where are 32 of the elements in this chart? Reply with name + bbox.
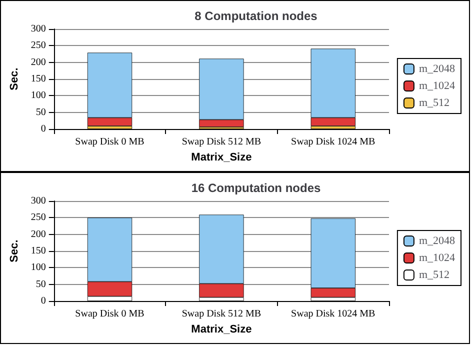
y-tick-label: 100 xyxy=(30,262,46,274)
x-axis-title: Matrix_Size xyxy=(191,151,252,164)
legend-label: m_512 xyxy=(418,97,450,109)
x-tick-label: Swap Disk 1024 MB xyxy=(291,136,376,148)
legend-label: m_2048 xyxy=(418,235,456,247)
legend-label: m_512 xyxy=(418,269,450,281)
legend-label: m_1024 xyxy=(418,80,456,92)
y-tick-label: 0 xyxy=(40,296,46,306)
y-tick-label: 150 xyxy=(30,246,46,256)
y-axis-title: Sec. xyxy=(8,68,20,90)
legend-label: m_2048 xyxy=(418,63,456,75)
y-tick-label: 300 xyxy=(30,24,46,34)
y-tick-label: 150 xyxy=(30,74,46,84)
x-tick-label: Swap Disk 1024 MB xyxy=(291,308,376,320)
chart-title: 8 Computation nodes xyxy=(194,9,318,23)
x-axis-title: Matrix_Size xyxy=(191,323,252,336)
y-tick-label: 50 xyxy=(36,278,46,290)
y-tick-label: 0 xyxy=(40,124,46,134)
x-tick-label: Swap Disk 512 MB xyxy=(182,136,262,148)
y-tick-label: 200 xyxy=(30,228,46,240)
y-axis-title: Sec. xyxy=(8,240,20,262)
y-tick-label: 200 xyxy=(30,56,46,68)
x-tick-label: Swap Disk 512 MB xyxy=(182,308,262,320)
x-tick-label: Swap Disk 0 MB xyxy=(75,136,145,148)
y-tick-label: 250 xyxy=(30,40,46,52)
y-tick-label: 50 xyxy=(36,106,46,118)
legend-label: m_1024 xyxy=(418,252,456,264)
x-tick-label: Swap Disk 0 MB xyxy=(75,308,145,320)
y-tick-label: 250 xyxy=(30,212,46,224)
y-tick-label: 100 xyxy=(30,90,46,102)
y-tick-label: 300 xyxy=(30,196,46,206)
chart-title: 16 Computation nodes xyxy=(191,181,321,195)
